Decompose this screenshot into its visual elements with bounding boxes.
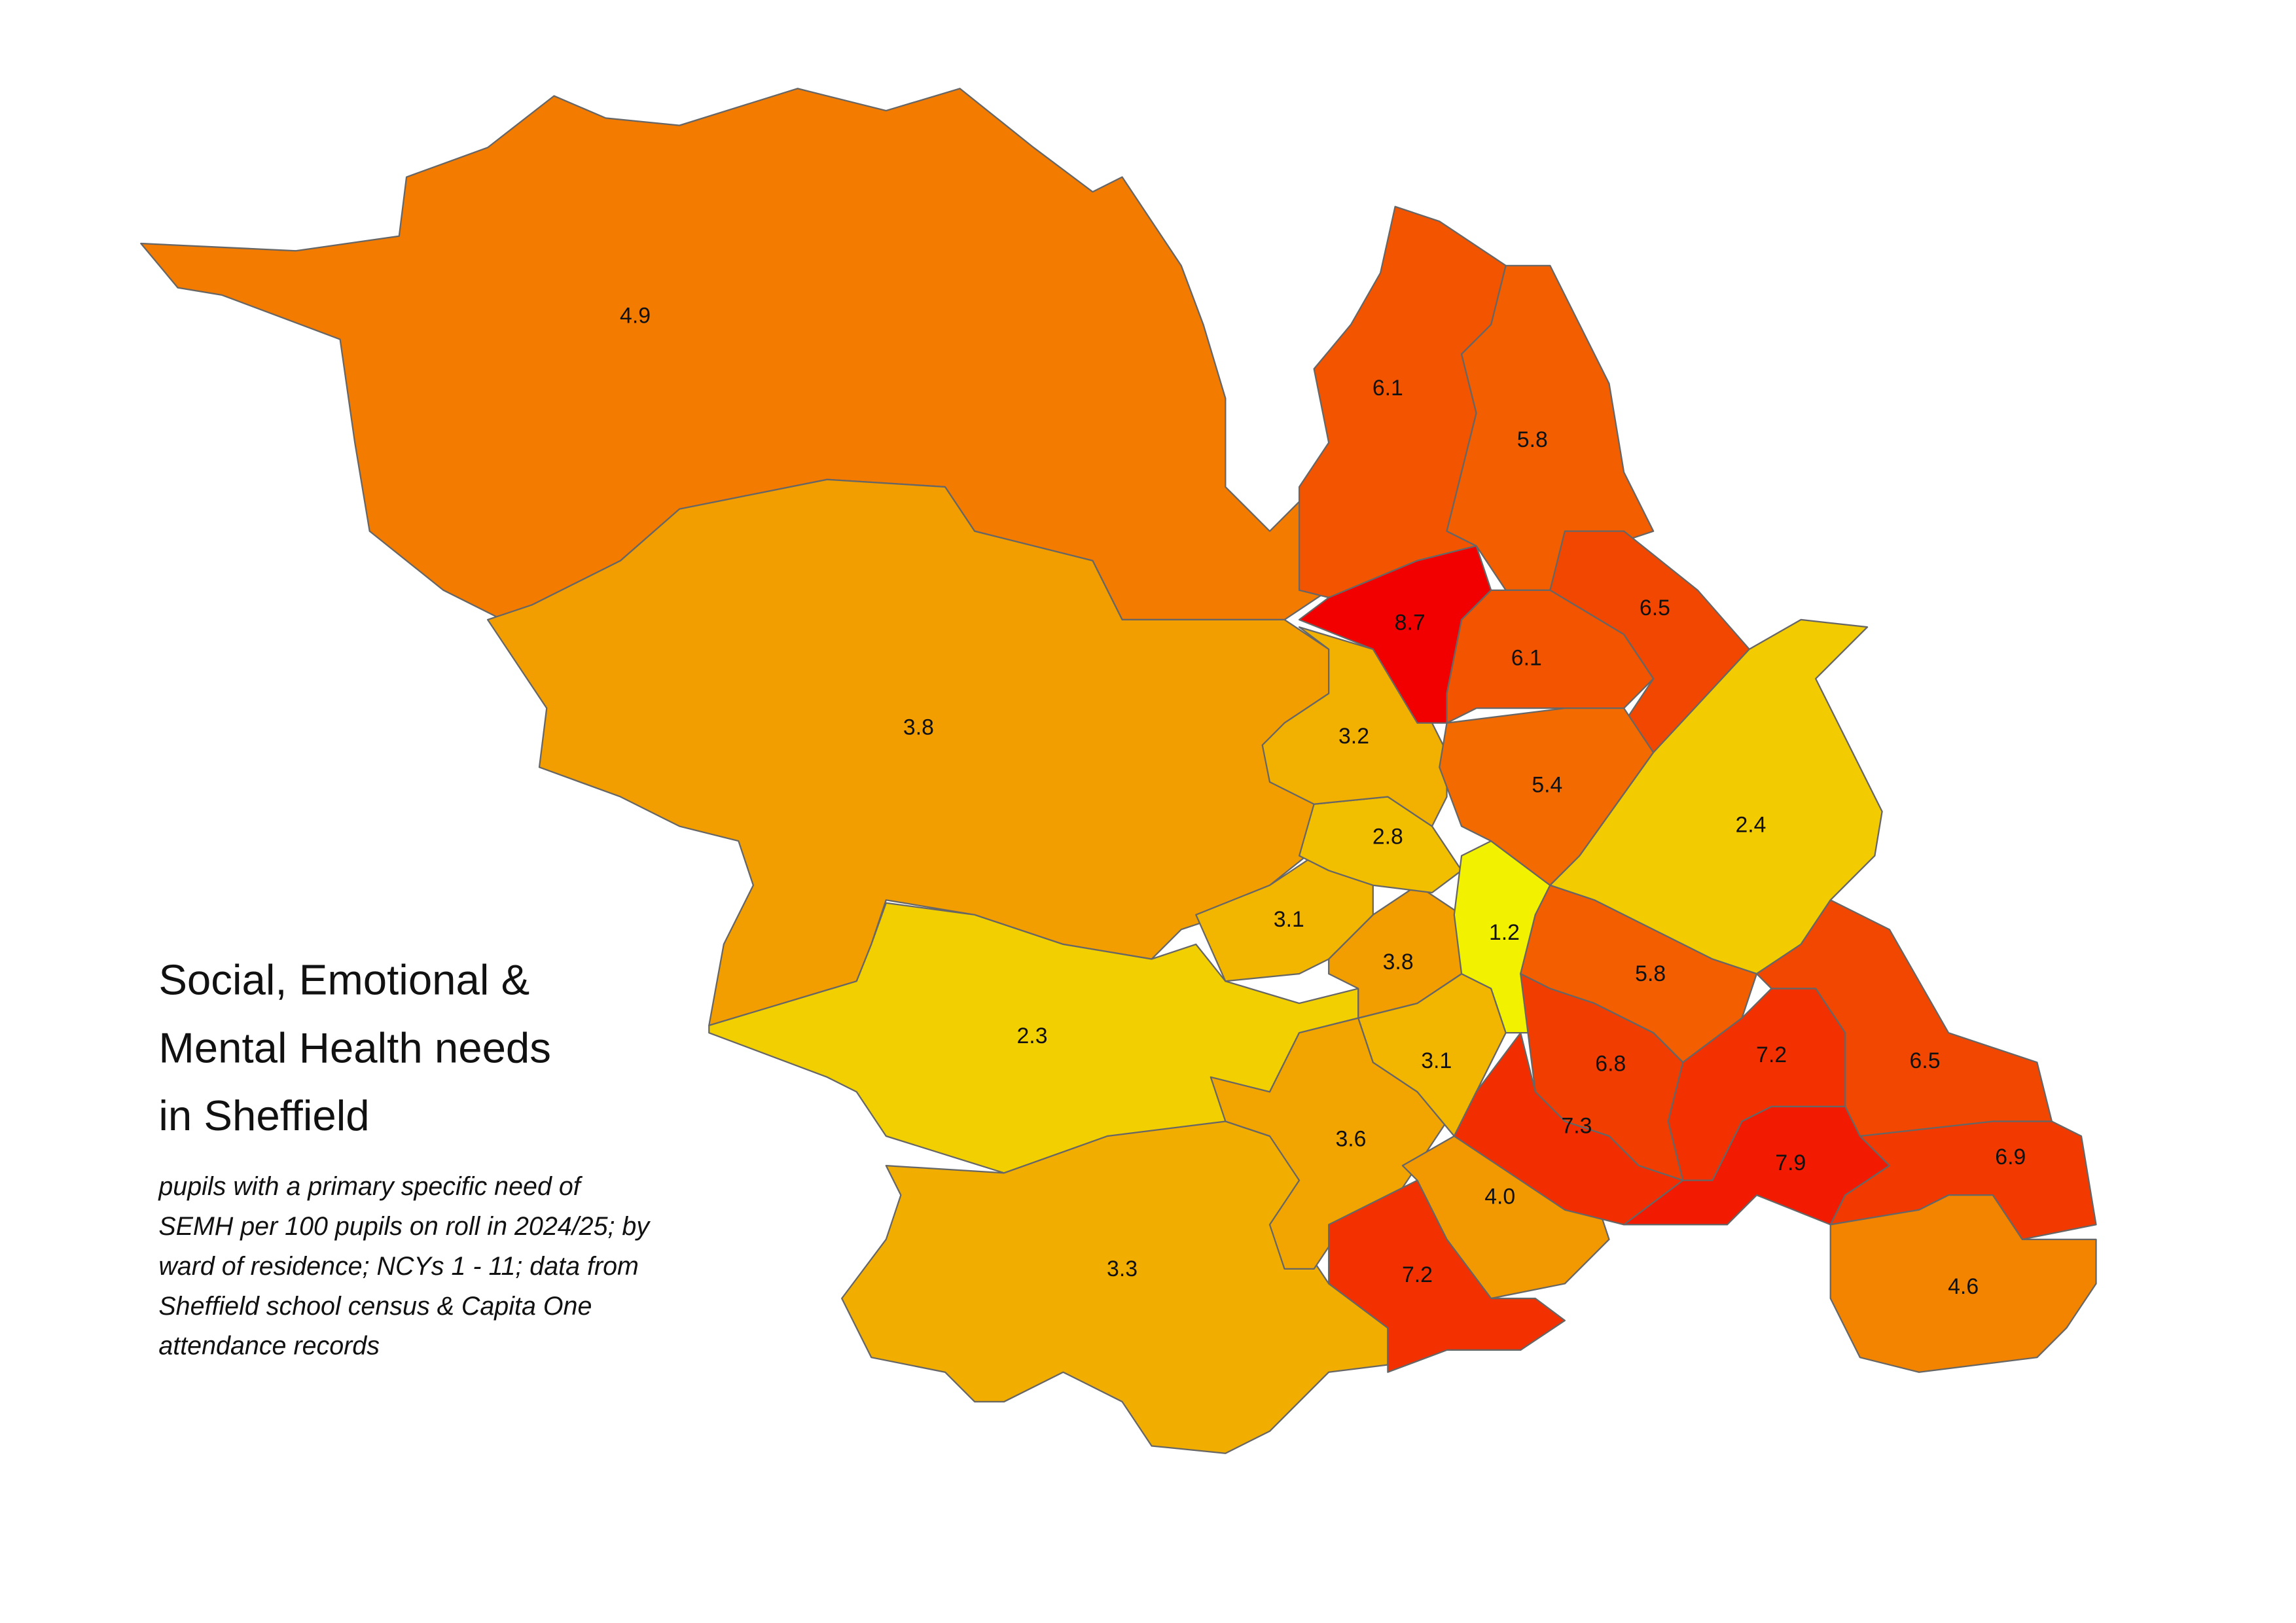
ward-label: 6.5 (1910, 1048, 1941, 1073)
ward-label: 7.2 (1402, 1262, 1433, 1287)
ward-label: 4.9 (620, 304, 651, 329)
ward (1453, 1032, 1684, 1226)
ward-label: 7.3 (1561, 1113, 1592, 1138)
subtitle-line: SEMH per 100 pupils on roll in 2024/25; … (158, 1212, 651, 1241)
ward-label: 4.6 (1948, 1274, 1979, 1299)
ward-label: 3.3 (1107, 1257, 1138, 1281)
subtitle-line: attendance records (158, 1332, 380, 1361)
subtitle-line: Sheffield school census & Capita One (158, 1292, 592, 1321)
ward-label: 7.2 (1756, 1043, 1787, 1067)
title-line: Social, Emotional & (158, 956, 529, 1004)
ward-label: 3.8 (1383, 950, 1414, 974)
ward-label: 6.5 (1640, 596, 1670, 620)
subtitle-line: pupils with a primary specific need of (158, 1172, 583, 1201)
ward-labels: 4.9 3.8 2.3 3.3 3.6 7.2 4.0 3.1 3.8 3.1 … (620, 304, 2026, 1299)
ward-label: 4.0 (1484, 1185, 1515, 1209)
title-line: in Sheffield (158, 1092, 369, 1139)
ward-label: 2.4 (1735, 812, 1766, 837)
ward-label: 3.1 (1274, 907, 1304, 932)
ward-label: 5.8 (1517, 427, 1548, 452)
title-block: Social, Emotional & Mental Health needs … (158, 956, 651, 1361)
ward (1328, 1179, 1566, 1373)
ward-label: 6.8 (1595, 1052, 1626, 1077)
ward-label: 6.9 (1995, 1145, 2026, 1169)
wards (140, 88, 2097, 1454)
ward-label: 6.1 (1372, 376, 1403, 401)
ward-label: 6.1 (1511, 646, 1542, 671)
title-line: Mental Health needs (158, 1024, 551, 1071)
ward (1195, 855, 1374, 982)
ward-label: 7.9 (1775, 1150, 1806, 1175)
ward-label: 2.8 (1372, 825, 1403, 849)
ward-label: 5.4 (1532, 773, 1562, 798)
ward-label: 3.2 (1338, 724, 1369, 749)
ward-label: 3.1 (1421, 1048, 1452, 1073)
subtitle-line: ward of residence; NCYs 1 - 11; data fro… (158, 1252, 639, 1281)
ward-label: 1.2 (1489, 920, 1520, 945)
ward-label: 3.8 (903, 715, 934, 740)
ward-label: 5.8 (1635, 961, 1666, 986)
ward-label: 3.6 (1336, 1127, 1367, 1152)
ward-label: 8.7 (1395, 611, 1426, 635)
ward (1328, 884, 1463, 1019)
ward-label: 2.3 (1017, 1024, 1048, 1048)
ward (1829, 1194, 2097, 1373)
